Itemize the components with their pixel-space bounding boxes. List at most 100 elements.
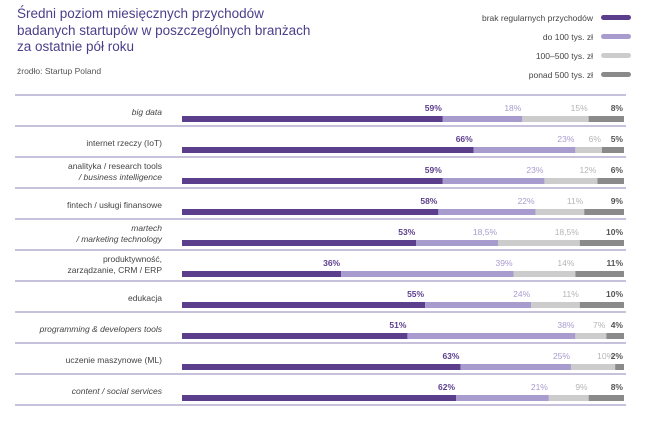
legend-label: brak regularnych przychodów <box>481 12 593 23</box>
bar-segment-do100 <box>341 271 514 277</box>
legend-swatch <box>601 15 631 20</box>
bar-segment-do100 <box>407 333 576 339</box>
data-label-do100: 38% <box>557 320 574 330</box>
category-label: produktywność, <box>103 254 162 264</box>
bar-segment-ponad500 <box>588 116 624 122</box>
data-label-do100: 21% <box>531 382 548 392</box>
data-label-do100: 25% <box>553 351 570 361</box>
bar-segment-s100_500 <box>575 333 607 339</box>
data-label-ponad500: 11% <box>606 258 623 268</box>
chart-source: źrodło: Startup Poland <box>17 66 102 76</box>
category-label: internet rzeczy (IoT) <box>86 138 162 148</box>
bar-segment-ponad500 <box>588 395 624 401</box>
bar-segment-brak <box>182 395 457 401</box>
category-label: content / social services <box>72 386 163 396</box>
data-label-s100_500: 11% <box>567 196 584 206</box>
legend-item-brak: brak regularnych przychodów <box>411 8 631 27</box>
bar-segment-brak <box>182 209 439 215</box>
bar-segment-brak <box>182 240 417 246</box>
data-label-brak: 55% <box>407 289 424 299</box>
data-label-brak: 53% <box>398 227 415 237</box>
bar-segment-s100_500 <box>544 178 598 184</box>
category-label: uczenie maszynowe (ML) <box>66 355 163 365</box>
category-label: big data <box>132 107 163 117</box>
data-label-ponad500: 10% <box>606 227 623 237</box>
data-label-do100: 23% <box>557 134 574 144</box>
bar-segment-s100_500 <box>548 395 589 401</box>
data-label-do100: 18% <box>504 103 521 113</box>
bar-segment-brak <box>182 147 474 153</box>
category-label: / business intelligence <box>78 172 162 182</box>
category-label: analityka / research tools <box>68 161 162 171</box>
bar-segment-s100_500 <box>522 116 589 122</box>
bar-segment-do100 <box>425 302 532 308</box>
data-label-brak: 66% <box>456 134 473 144</box>
legend-item-100-500: 100–500 tys. zł <box>411 46 631 65</box>
bar-segment-s100_500 <box>531 302 580 308</box>
data-label-s100_500: 9% <box>575 382 588 392</box>
data-label-s100_500: 14% <box>557 258 574 268</box>
data-label-do100: 23% <box>526 165 543 175</box>
data-label-brak: 58% <box>420 196 437 206</box>
bar-segment-brak <box>182 271 342 277</box>
bar-segment-s100_500 <box>575 147 602 153</box>
bar-segment-brak <box>182 302 426 308</box>
bar-segment-s100_500 <box>570 364 616 370</box>
data-label-ponad500: 9% <box>611 196 624 206</box>
legend-swatch <box>601 34 631 39</box>
data-label-ponad500: 4% <box>611 320 624 330</box>
bar-segment-do100 <box>442 116 523 122</box>
category-label: martech <box>131 223 162 233</box>
bar-segment-brak <box>182 333 408 339</box>
data-label-do100: 39% <box>495 258 512 268</box>
bar-segment-do100 <box>473 147 576 153</box>
data-label-ponad500: 5% <box>611 134 624 144</box>
bar-segment-do100 <box>438 209 536 215</box>
legend: brak regularnych przychodów do 100 tys. … <box>411 8 631 84</box>
bar-segment-brak <box>182 178 443 184</box>
legend-label: ponad 500 tys. zł <box>528 69 593 80</box>
category-label: / marketing technology <box>75 234 162 244</box>
bar-segment-do100 <box>442 178 545 184</box>
data-label-brak: 36% <box>323 258 340 268</box>
bar-segment-ponad500 <box>579 302 624 308</box>
data-label-s100_500: 15% <box>571 103 588 113</box>
bar-segment-ponad500 <box>579 240 624 246</box>
data-label-s100_500: 11% <box>562 289 579 299</box>
data-label-ponad500: 10% <box>606 289 623 299</box>
legend-item-ponad500: ponad 500 tys. zł <box>411 65 631 84</box>
bar-segment-ponad500 <box>601 147 624 153</box>
bar-segment-ponad500 <box>597 178 624 184</box>
data-label-brak: 51% <box>389 320 406 330</box>
bar-segment-s100_500 <box>498 240 580 246</box>
legend-label: do 100 tys. zł <box>542 31 593 42</box>
bar-segment-ponad500 <box>615 364 624 370</box>
category-label: fintech / usługi finansowe <box>67 200 162 210</box>
data-label-do100: 22% <box>518 196 535 206</box>
bar-segment-brak <box>182 364 461 370</box>
data-label-brak: 59% <box>425 103 442 113</box>
legend-item-do100: do 100 tys. zł <box>411 27 631 46</box>
bar-segment-do100 <box>456 395 549 401</box>
data-label-s100_500: 7% <box>593 320 606 330</box>
bar-segment-s100_500 <box>513 271 576 277</box>
data-label-brak: 59% <box>425 165 442 175</box>
bar-segment-ponad500 <box>584 209 624 215</box>
data-label-ponad500: 2% <box>611 351 624 361</box>
category-label: zarządzanie, CRM / ERP <box>68 265 163 275</box>
data-label-brak: 63% <box>442 351 459 361</box>
bar-segment-ponad500 <box>575 271 624 277</box>
bar-segment-do100 <box>460 364 571 370</box>
legend-swatch <box>601 53 631 58</box>
data-label-s100_500: 12% <box>579 165 596 175</box>
bar-segment-s100_500 <box>535 209 585 215</box>
data-label-ponad500: 8% <box>611 382 624 392</box>
legend-swatch <box>601 72 631 77</box>
data-label-s100_500: 10% <box>597 351 614 361</box>
legend-label: 100–500 tys. zł <box>535 50 593 61</box>
category-label: programming & developers tools <box>39 324 163 334</box>
bar-segment-ponad500 <box>606 333 624 339</box>
bar-segment-brak <box>182 116 443 122</box>
data-label-do100: 24% <box>513 289 530 299</box>
